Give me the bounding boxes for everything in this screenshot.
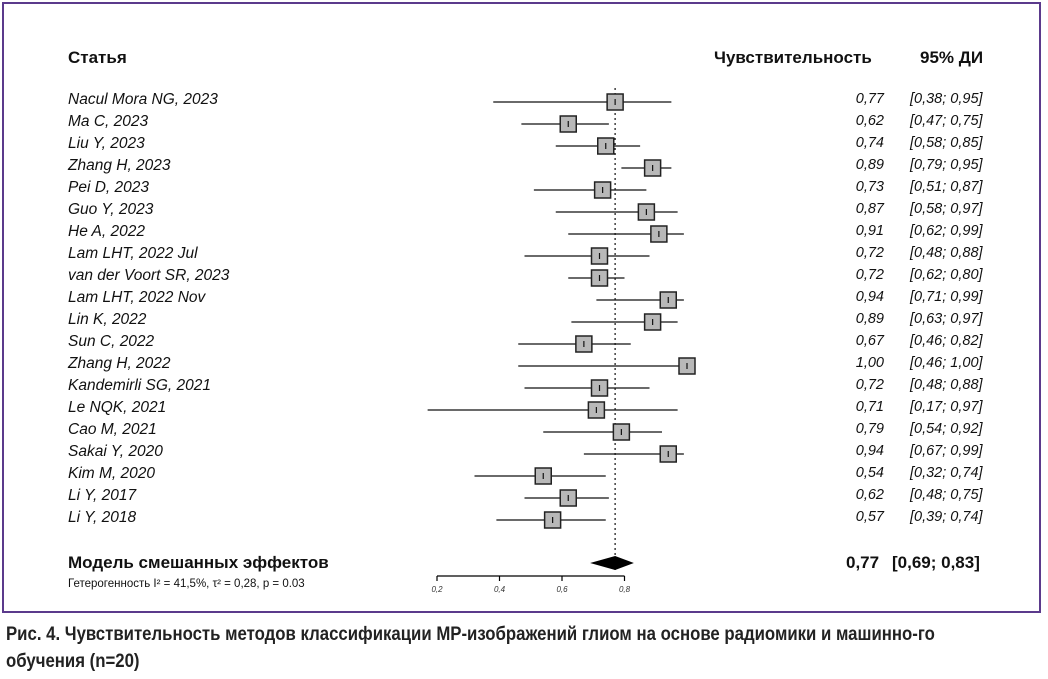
study-estimate: 0,94 — [855, 443, 884, 459]
study-name: He A, 2022 — [68, 223, 145, 240]
study-name: Kandemirli SG, 2021 — [68, 377, 212, 394]
study-estimate: 0,67 — [855, 333, 884, 349]
study-name: Pei D, 2023 — [68, 179, 149, 196]
study-ci: [0,58; 0,97] — [910, 201, 983, 217]
study-ci: [0,46; 0,82] — [910, 333, 983, 349]
study-estimate: 0,73 — [855, 179, 884, 195]
tick-label: 0,4 — [493, 585, 506, 594]
tick-label: 0,2 — [431, 585, 443, 594]
study-estimate: 0,89 — [855, 157, 884, 173]
study-estimate: 0,94 — [855, 289, 884, 305]
study-name: Lin K, 2022 — [68, 311, 147, 328]
study-name: Li Y, 2018 — [68, 509, 137, 526]
study-estimate: 0,57 — [855, 509, 884, 525]
study-ci: [0,54; 0,92] — [910, 421, 983, 437]
tick-label: 0,8 — [618, 585, 631, 594]
study-estimate: 0,62 — [855, 113, 884, 129]
study-name: Ma C, 2023 — [68, 113, 149, 130]
study-estimate: 0,72 — [855, 267, 884, 283]
study-name: Kim M, 2020 — [68, 465, 156, 482]
study-estimate: 0,62 — [855, 487, 884, 503]
study-ci: [0,48; 0,75] — [910, 487, 983, 503]
study-name: van der Voort SR, 2023 — [68, 267, 230, 284]
summary-diamond — [590, 556, 634, 570]
study-ci: [0,32; 0,74] — [910, 465, 983, 481]
study-name: Sun C, 2022 — [68, 333, 155, 350]
study-estimate: 0,87 — [855, 201, 884, 217]
study-ci: [0,62; 0,80] — [910, 267, 983, 283]
tick-label: 0,6 — [556, 585, 568, 594]
study-name: Lam LHT, 2022 Nov — [68, 289, 206, 306]
study-name: Lam LHT, 2022 Jul — [68, 245, 198, 262]
study-ci: [0,48; 0,88] — [910, 245, 983, 261]
study-ci: [0,58; 0,85] — [910, 135, 983, 151]
study-ci: [0,39; 0,74] — [910, 509, 983, 525]
study-ci: [0,67; 0,99] — [910, 443, 983, 459]
study-ci: [0,62; 0,99] — [910, 223, 983, 239]
study-name: Cao M, 2021 — [68, 421, 157, 438]
study-name: Guo Y, 2023 — [68, 201, 154, 218]
header-ci: 95% ДИ — [920, 48, 984, 67]
study-estimate: 0,71 — [855, 399, 884, 415]
study-name: Nacul Mora NG, 2023 — [68, 91, 218, 108]
study-estimate: 0,91 — [855, 223, 884, 239]
header-study: Статья — [68, 48, 127, 67]
header-sensitivity: Чувствительность — [714, 48, 872, 67]
study-estimate: 1,00 — [855, 355, 884, 371]
study-estimate: 0,54 — [855, 465, 884, 481]
study-estimate: 0,74 — [855, 135, 884, 151]
study-name: Li Y, 2017 — [68, 487, 137, 504]
study-name: Le NQK, 2021 — [68, 399, 167, 416]
heterogeneity-text: Гетерогенность I² = 41,5%, τ² = 0,28, p … — [68, 578, 305, 590]
study-ci: [0,17; 0,97] — [910, 399, 983, 415]
study-ci: [0,47; 0,75] — [910, 113, 983, 129]
study-ci: [0,51; 0,87] — [910, 179, 983, 195]
study-ci: [0,48; 0,88] — [910, 377, 983, 393]
summary-label: Модель смешанных эффектов — [68, 553, 329, 572]
study-ci: [0,71; 0,99] — [910, 289, 983, 305]
summary-ci: [0,69; 0,83] — [892, 553, 980, 572]
study-name: Sakai Y, 2020 — [68, 443, 163, 460]
figure-frame — [2, 2, 1041, 613]
study-ci: [0,79; 0,95] — [910, 157, 983, 173]
study-estimate: 0,89 — [855, 311, 884, 327]
study-estimate: 0,77 — [855, 91, 884, 107]
study-ci: [0,63; 0,97] — [910, 311, 983, 327]
study-estimate: 0,72 — [855, 377, 884, 393]
study-estimate: 0,72 — [855, 245, 884, 261]
study-name: Zhang H, 2023 — [68, 157, 171, 174]
study-ci: [0,46; 1,00] — [910, 355, 983, 371]
summary-estimate: 0,77 — [846, 553, 880, 572]
study-name: Zhang H, 2022 — [68, 355, 171, 372]
study-ci: [0,38; 0,95] — [910, 91, 983, 107]
study-name: Liu Y, 2023 — [68, 135, 145, 152]
figure-caption: Рис. 4. Чувствительность методов классиф… — [6, 623, 935, 672]
study-estimate: 0,79 — [855, 421, 884, 437]
